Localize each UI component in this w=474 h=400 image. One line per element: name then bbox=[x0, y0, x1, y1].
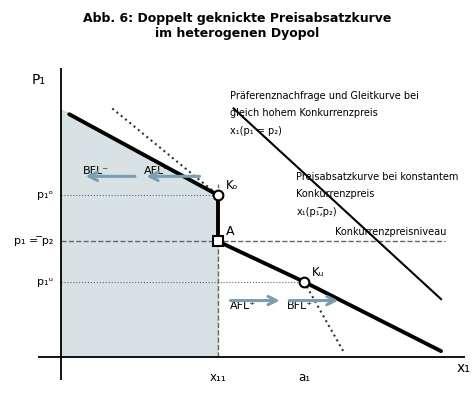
Text: Preisabsatzkurve bei konstantem: Preisabsatzkurve bei konstantem bbox=[296, 172, 459, 182]
Text: a₁: a₁ bbox=[298, 371, 310, 384]
Text: x₁₁: x₁₁ bbox=[210, 371, 226, 384]
Text: x₁: x₁ bbox=[456, 362, 471, 376]
Text: x₁(p₁,̅p₂): x₁(p₁,̅p₂) bbox=[296, 207, 337, 217]
Text: AFL⁺: AFL⁺ bbox=[230, 301, 256, 311]
Text: Konkurrenzpreis: Konkurrenzpreis bbox=[296, 189, 374, 199]
Text: Abb. 6: Doppelt geknickte Preisabsatzkurve
im heterogenen Dyopol: Abb. 6: Doppelt geknickte Preisabsatzkur… bbox=[83, 12, 391, 40]
Text: BFL⁺: BFL⁺ bbox=[286, 301, 312, 311]
Text: P₁: P₁ bbox=[32, 72, 46, 86]
Text: p₁ = ̅p₂: p₁ = ̅p₂ bbox=[14, 236, 54, 246]
Text: BFL⁻: BFL⁻ bbox=[83, 166, 109, 176]
Text: A: A bbox=[226, 226, 234, 238]
Text: Präferenznachfrage und Gleitkurve bei: Präferenznachfrage und Gleitkurve bei bbox=[230, 91, 419, 101]
Polygon shape bbox=[62, 110, 218, 357]
Text: AFL⁻: AFL⁻ bbox=[144, 166, 170, 176]
Text: gleich hohem Konkurrenzpreis: gleich hohem Konkurrenzpreis bbox=[230, 108, 377, 118]
Text: Kₒ: Kₒ bbox=[226, 179, 238, 192]
Text: Konkurrenzpreisniveau: Konkurrenzpreisniveau bbox=[336, 227, 447, 237]
Text: Kᵤ: Kᵤ bbox=[312, 266, 324, 279]
Text: p₁ᵘ: p₁ᵘ bbox=[37, 277, 54, 287]
Text: x₁(p₁ = p₂): x₁(p₁ = p₂) bbox=[230, 126, 282, 136]
Text: p₁ᵒ: p₁ᵒ bbox=[37, 190, 54, 200]
